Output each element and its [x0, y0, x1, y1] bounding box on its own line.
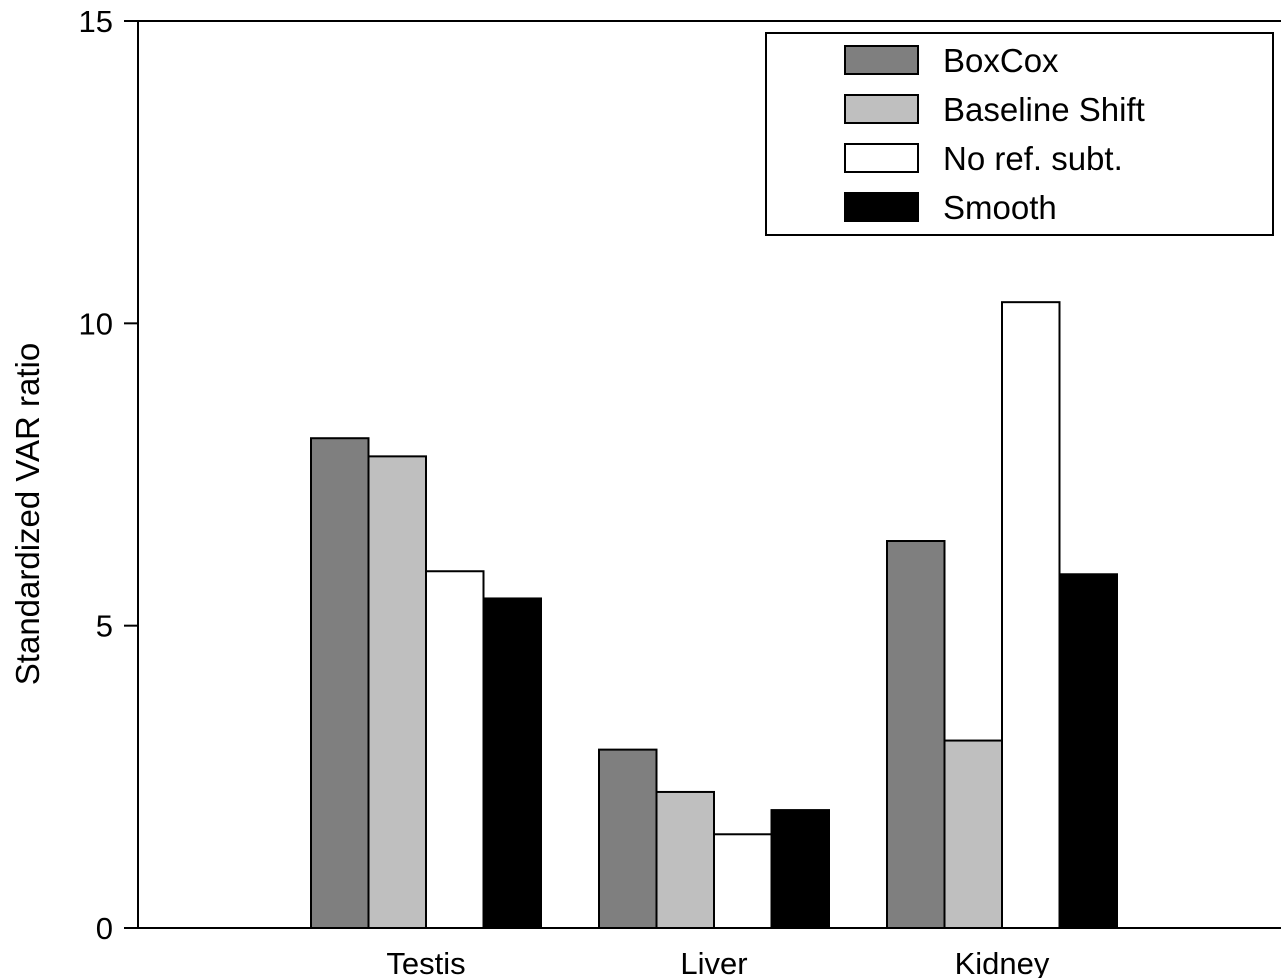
legend-swatch	[844, 143, 919, 173]
bar-testis-boxcox	[310, 437, 370, 929]
y-axis-ticks: 0 5 10 15	[79, 4, 138, 946]
bar-liver-baseline-shift	[655, 790, 715, 930]
bar-testis-baseline-shift	[367, 455, 427, 929]
bar-kidney-boxcox	[886, 540, 946, 929]
bar-liver-smooth	[770, 809, 830, 930]
bar-liver-no-ref-subt	[713, 833, 773, 930]
x-tick-label-liver: Liver	[680, 946, 747, 978]
bar-kidney-smooth	[1058, 573, 1118, 930]
legend-label: Smooth	[943, 189, 1057, 226]
bar-testis-smooth	[482, 597, 542, 929]
y-axis-label: Standardized VAR ratio	[9, 343, 46, 685]
y-tick-label: 0	[96, 911, 113, 946]
legend-label: BoxCox	[943, 42, 1059, 79]
y-tick-label: 5	[96, 609, 113, 644]
legend-label: No ref. subt.	[943, 140, 1123, 177]
bar-testis-no-ref-subt	[425, 570, 485, 929]
x-tick-label-testis: Testis	[386, 946, 465, 978]
bar-kidney-baseline-shift	[943, 739, 1003, 930]
legend-swatch	[844, 45, 919, 75]
y-tick-label: 15	[79, 4, 113, 39]
legend: BoxCox Baseline Shift No ref. subt. Smooth	[765, 32, 1274, 236]
bar-kidney-no-ref-subt	[1001, 301, 1061, 930]
legend-label: Baseline Shift	[943, 91, 1145, 128]
y-tick-label: 10	[79, 306, 113, 341]
legend-swatch	[844, 94, 919, 124]
x-tick-label-kidney: Kidney	[955, 946, 1050, 978]
x-axis-ticks: Testis Liver Kidney	[386, 946, 1050, 978]
bars-group	[310, 301, 1118, 930]
legend-swatch	[844, 192, 919, 222]
bar-liver-boxcox	[598, 748, 658, 930]
